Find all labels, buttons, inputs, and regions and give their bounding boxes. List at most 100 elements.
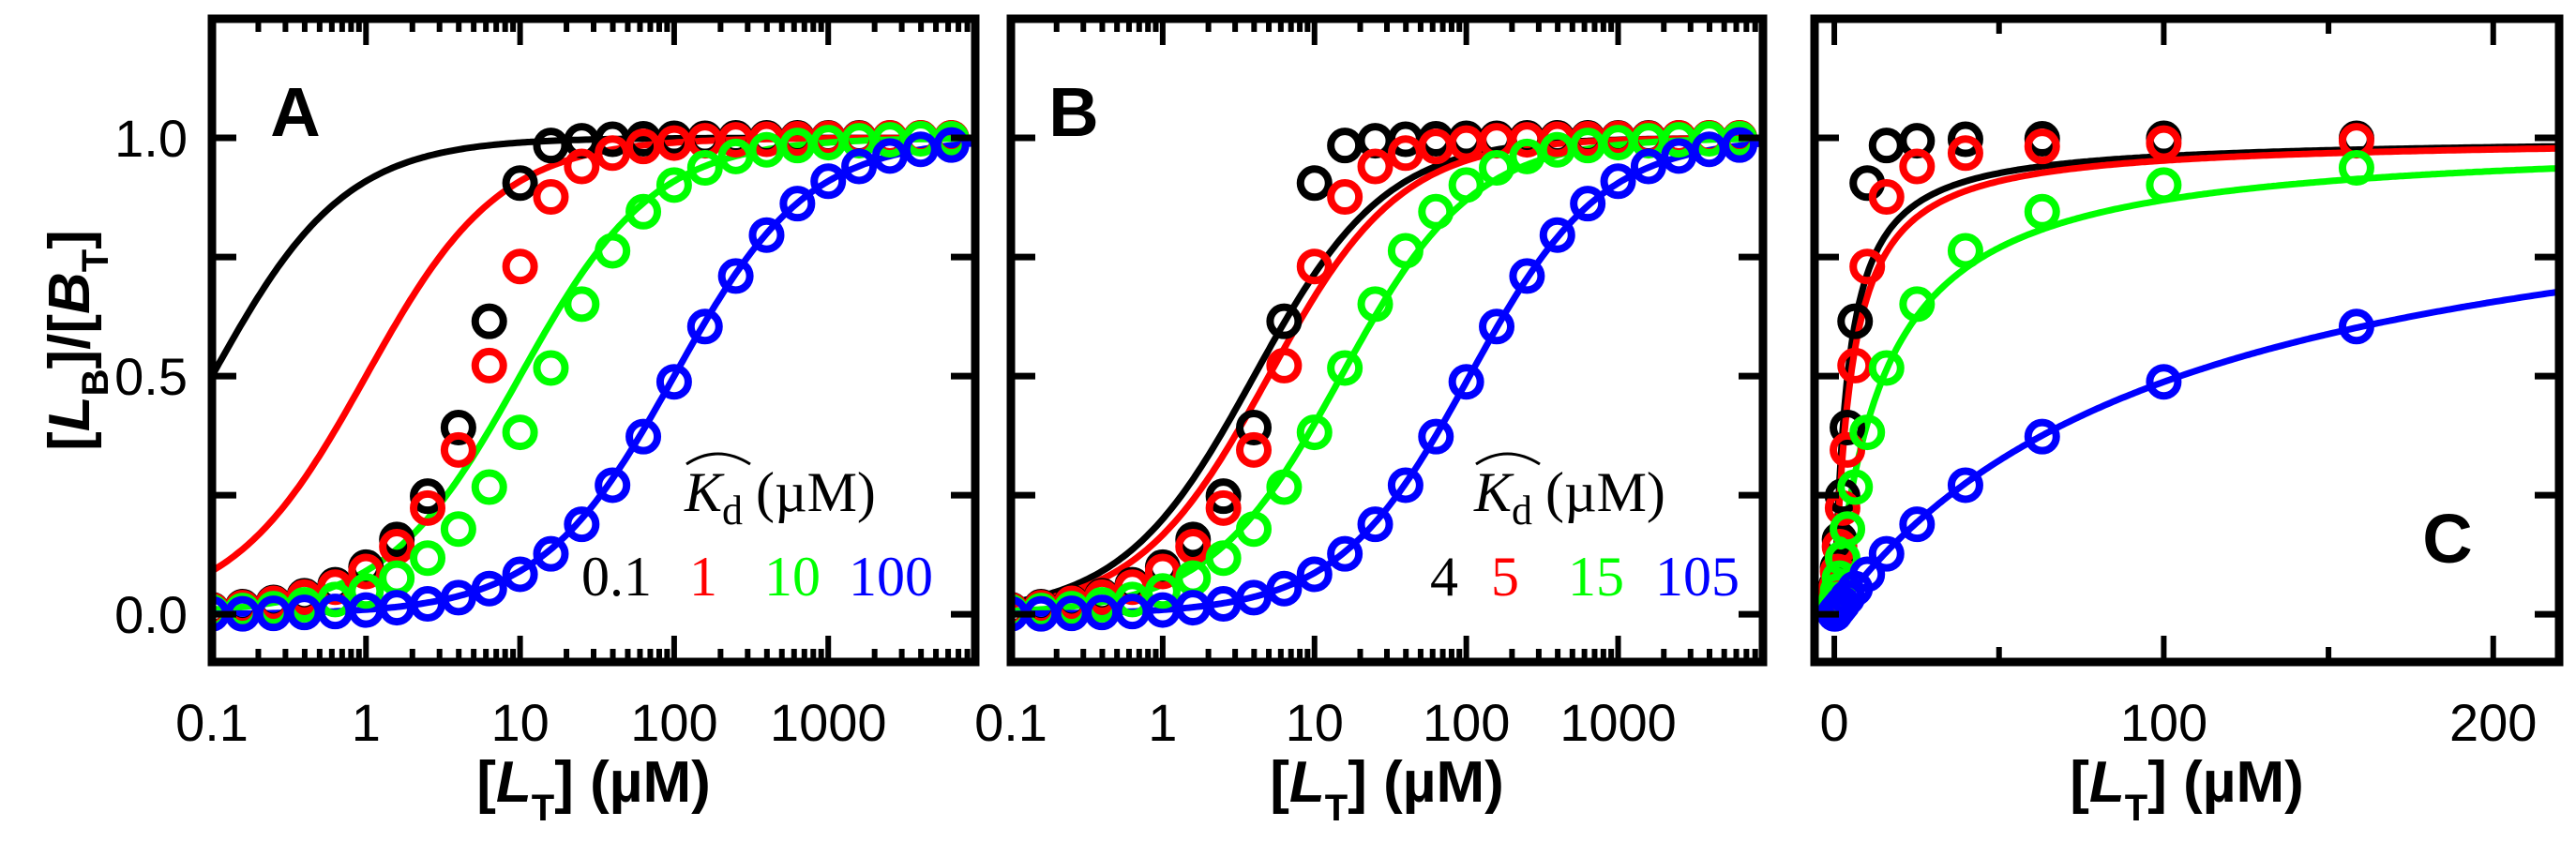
legend-title: Kd (µM) (684, 461, 876, 534)
data-point-blue (748, 217, 785, 253)
data-point-black (1830, 409, 1866, 445)
data-point-blue (1570, 186, 1606, 222)
data-point-green (1144, 573, 1181, 609)
x-label-sub: T (532, 788, 554, 829)
data-point-green (1448, 167, 1484, 203)
data-point-red (410, 489, 446, 526)
x-label-unit: ] (µM) (2147, 750, 2304, 815)
data-point-red (1357, 148, 1393, 185)
y-label-part: B (38, 272, 102, 314)
legend-entry: 1 (689, 546, 717, 608)
y-tick-label: 0.0 (114, 585, 188, 644)
data-point-blue (471, 570, 507, 607)
data-point-green (625, 193, 662, 230)
data-point-black (502, 165, 538, 202)
legend-title-unit: (µM) (756, 461, 876, 523)
data-point-red (348, 553, 384, 590)
data-point-blue (564, 506, 600, 543)
data-point-red (440, 431, 476, 468)
x-label-var: L (2089, 750, 2125, 815)
x-tick-label: 1000 (770, 693, 887, 752)
data-point-green (1849, 414, 1886, 451)
data-point-blue (1722, 127, 1758, 163)
data-point-blue (595, 467, 631, 504)
x-tick-label: 0.1 (974, 693, 1047, 752)
data-point-green (317, 581, 354, 618)
legend: Kd (µM) 4 5 15 105 (1430, 452, 1740, 608)
data-point-red (1899, 148, 1936, 185)
data-point-black (533, 128, 569, 164)
x-label-var: L (496, 750, 532, 815)
fit-curve-blue (1011, 140, 1763, 618)
data-point-blue (1296, 556, 1333, 593)
x-tick-label: 10 (1286, 693, 1344, 752)
data-point-blue (440, 579, 476, 616)
data-point-green (1947, 233, 1983, 269)
y-label-part: L (38, 396, 102, 431)
x-tick-label: 0.1 (175, 693, 249, 752)
data-point-green (1114, 581, 1151, 618)
data-point-red (471, 347, 507, 383)
x-label-open: [ (1270, 750, 1289, 815)
x-tick-label: 1000 (1559, 693, 1677, 752)
x-tick-label: 0 (1820, 693, 1849, 752)
data-point-green (595, 233, 631, 269)
legend-entry: 5 (1491, 546, 1519, 608)
data-point-blue (1899, 506, 1936, 543)
data-point-red (2024, 128, 2060, 165)
plot-area (1011, 120, 1763, 632)
data-point-blue (871, 138, 908, 174)
fit-curve-red (1830, 144, 2559, 615)
data-point-green (1837, 469, 1874, 505)
data-point-black (1837, 303, 1874, 339)
data-point-black (1947, 121, 1983, 158)
data-point-blue (1418, 418, 1454, 455)
data-point-blue (1387, 467, 1424, 504)
x-tick-label: 100 (1423, 693, 1510, 752)
data-point-green (1868, 350, 1905, 386)
data-point-black (1327, 128, 1363, 164)
panel-label: C (2422, 500, 2472, 578)
data-point-green (440, 511, 476, 548)
data-point-green (410, 540, 446, 577)
x-label-var: L (1289, 750, 1325, 815)
x-tick-label: 200 (2449, 693, 2537, 752)
data-point-green (1479, 150, 1515, 187)
data-point-green (1327, 350, 1363, 386)
x-tick-label: 10 (490, 693, 549, 752)
y-tick-label: 1.0 (114, 109, 188, 168)
x-label-unit: ] (µM) (554, 750, 711, 815)
data-point-blue (1327, 535, 1363, 572)
data-point-blue (2338, 308, 2374, 345)
data-point-green (502, 414, 538, 451)
x-tick-label: 1 (352, 693, 381, 752)
x-axis-label: [LT] (µM) (2070, 750, 2304, 829)
legend-entry: 15 (1568, 546, 1624, 608)
data-point-red (595, 135, 631, 172)
data-point-blue (2024, 418, 2060, 455)
hat-icon (1475, 452, 1541, 466)
data-point-blue (779, 186, 816, 222)
data-point-green (717, 138, 754, 174)
legend-title: Kd (µM) (1473, 461, 1665, 534)
data-point-green (655, 167, 692, 203)
data-point-black (1266, 303, 1303, 339)
data-point-blue (410, 586, 446, 623)
data-point-black (1296, 165, 1333, 202)
data-point-blue (841, 148, 878, 185)
data-point-green (2146, 167, 2182, 203)
data-point-blue (1266, 570, 1303, 607)
legend-entry: 105 (1655, 546, 1740, 608)
data-point-red (533, 179, 569, 216)
panel-label: B (1048, 73, 1098, 151)
hat-icon (685, 452, 751, 466)
legend-entry: 10 (764, 546, 821, 608)
data-point-red (1296, 248, 1333, 285)
y-label-part: ] (38, 230, 102, 249)
data-point-black (1205, 478, 1242, 515)
legend-entry: 0.1 (581, 546, 652, 608)
data-point-red (1868, 179, 1905, 216)
data-point-black (471, 303, 507, 339)
x-tick-label: 1 (1148, 693, 1177, 752)
